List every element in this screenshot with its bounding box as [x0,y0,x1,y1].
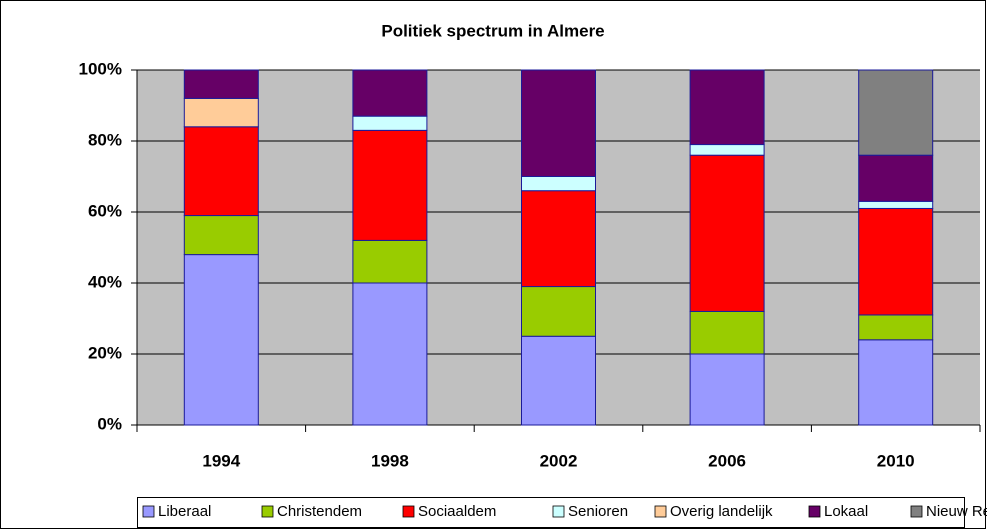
bar-segment [183,254,259,426]
x-tick-label: 2010 [877,451,915,470]
bar-segment [858,339,934,426]
bar-segment [521,176,596,192]
bar-segment [352,69,428,117]
legend-label: Sociaaldem [418,503,496,520]
legend-label: Christendem [277,503,362,520]
x-tick-label: 2006 [708,451,746,470]
bar-segment [183,97,259,128]
legend-label: Overig landelijk [670,503,773,520]
bar-segment [689,144,765,156]
bar-segment [352,239,428,284]
legend-swatch [808,505,821,518]
bar-segment [521,335,596,426]
chart-title: Politiek spectrum in Almere [381,21,604,40]
y-tick-label: 80% [88,130,122,149]
legend-swatch [261,505,274,518]
bar-segment [858,200,934,209]
y-tick-label: 40% [88,272,122,291]
bar-segment [689,69,765,146]
y-tick-label: 0% [97,414,122,433]
y-tick-label: 100% [79,59,122,78]
bar-segment [521,190,596,288]
bar-segment [352,115,428,131]
bar-segment [858,207,934,316]
legend-swatch [910,505,923,518]
x-tick-label: 1994 [202,451,240,470]
bar-segment [858,314,934,341]
legend-box [137,497,965,528]
x-tick-label: 2002 [540,451,578,470]
bar-segment [858,69,934,156]
legend-swatch [142,505,155,518]
y-tick-label: 20% [88,343,122,362]
bar-segment [689,310,765,355]
bar-segment [183,215,259,256]
bar-segment [521,69,596,177]
bar-segment [183,69,259,99]
legend-swatch [552,505,565,518]
bar-segment [352,282,428,426]
y-tick-label: 60% [88,201,122,220]
legend-label: Liberaal [158,503,211,520]
legend-label: Senioren [568,503,628,520]
legend-label: Lokaal [824,503,868,520]
bar-segment [183,126,259,217]
bar-segment [689,154,765,312]
bar-segment [521,286,596,337]
legend-label: Nieuw Rechts [926,503,987,520]
x-tick-label: 1998 [371,451,409,470]
bar-segment [858,154,934,202]
legend-swatch [402,505,415,518]
legend-swatch [654,505,667,518]
bar-segment [689,353,765,426]
bar-segment [352,129,428,241]
